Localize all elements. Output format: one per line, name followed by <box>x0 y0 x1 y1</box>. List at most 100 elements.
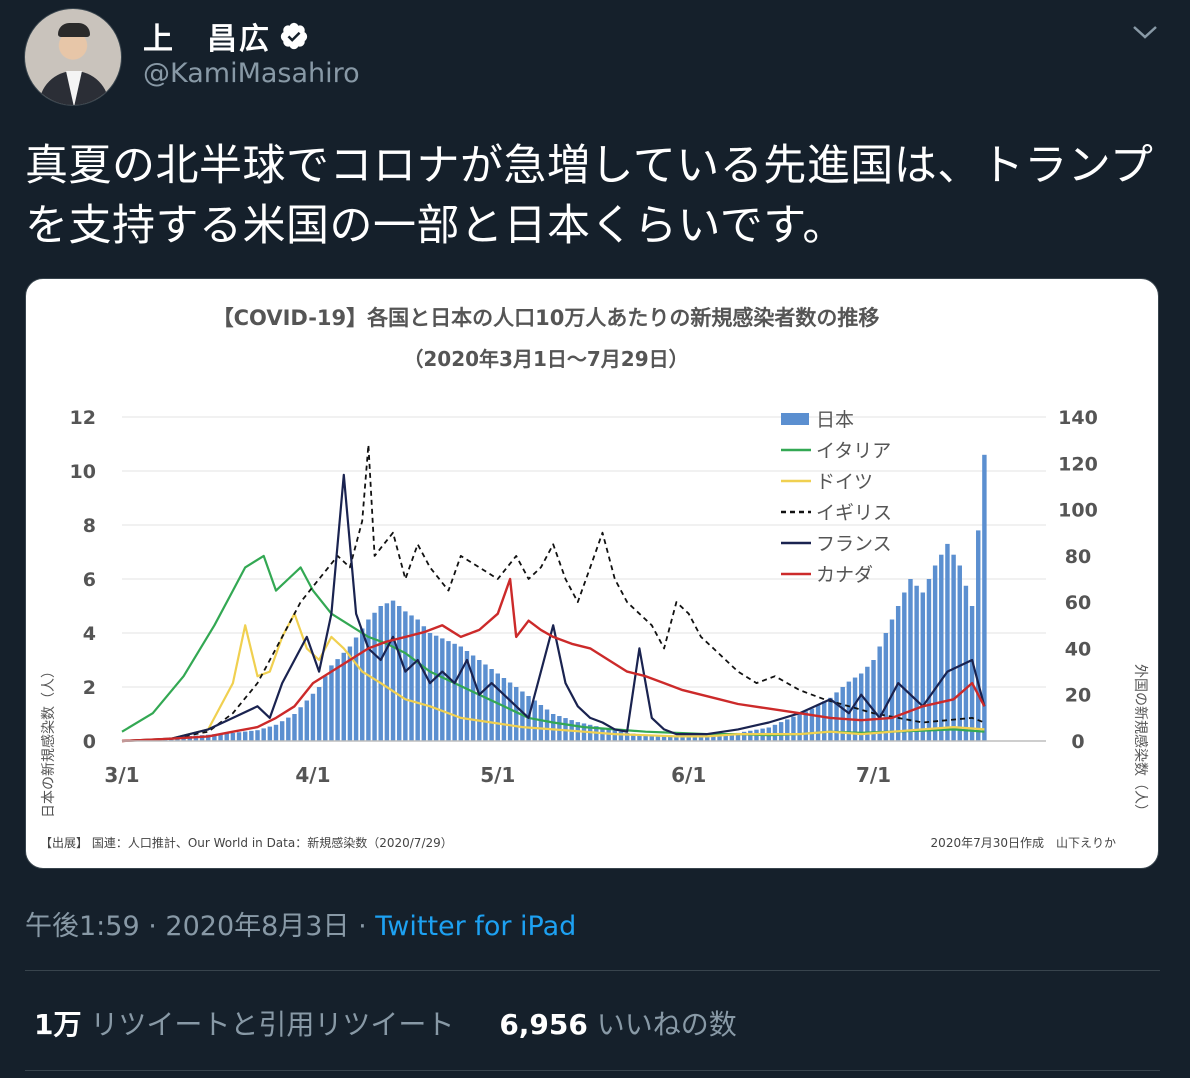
japan-bar <box>372 612 377 741</box>
japan-bar <box>514 687 519 741</box>
y-left-tick-label: 0 <box>83 731 96 753</box>
japan-bar <box>415 619 420 741</box>
japan-bar <box>957 565 962 741</box>
y-left-label: 日本の新規感染数（人） <box>40 664 57 818</box>
avatar-hair <box>58 23 90 37</box>
japan-bar <box>489 669 494 741</box>
canada-line <box>121 577 986 743</box>
japan-bar <box>230 732 236 741</box>
france-line <box>121 473 986 743</box>
author-name[interactable]: 上 昌広 <box>143 22 271 57</box>
japan-bar <box>292 714 297 741</box>
japan-bar <box>507 682 513 741</box>
japan-bar <box>477 660 482 741</box>
japan-bar <box>920 592 926 741</box>
japan-bar <box>544 709 550 741</box>
japan-bar <box>926 579 932 741</box>
japan-bar <box>668 736 673 741</box>
tweet-time[interactable]: 午後1:59 <box>25 911 140 942</box>
japan-bar <box>612 730 618 741</box>
japan-bar <box>698 735 704 741</box>
chart-subtitle: （2020年3月1日～7月29日） <box>403 347 688 371</box>
japan-bar <box>661 736 667 741</box>
japan-bar <box>538 705 544 741</box>
japan-bar <box>914 585 919 741</box>
japan-bar <box>932 565 938 741</box>
japan-bar <box>637 734 642 741</box>
japan-bar <box>674 736 679 741</box>
japan-bar <box>464 651 470 741</box>
retweets-count: 1万 <box>34 1008 82 1041</box>
japan-bar <box>212 734 217 741</box>
japan-bar <box>895 606 901 741</box>
japan-bar <box>446 641 451 741</box>
likes-count: 6,956 <box>499 1008 588 1041</box>
japan-bar <box>323 676 328 741</box>
author-handle[interactable]: @KamiMasahiro <box>143 58 360 89</box>
likes-stat[interactable]: 6,956 いいねの数 <box>499 1008 737 1041</box>
japan-bar <box>785 719 790 741</box>
chevron-down-icon[interactable] <box>1129 20 1161 44</box>
japan-bar <box>206 734 211 741</box>
japan-bar <box>877 646 882 741</box>
japan-bar <box>723 733 728 741</box>
chart-source-note: 【出展】 国連：人口推計、Our World in Data：新規感染数（202… <box>40 835 453 850</box>
japan-bar <box>347 646 353 741</box>
japan-bar <box>495 673 500 741</box>
japan-bar <box>834 692 839 741</box>
chart-image-card[interactable]: 【COVID-19】各国と日本の人口10万人あたりの新規感染者数の推移 （202… <box>25 278 1159 869</box>
meta-separator: · <box>148 911 166 942</box>
japan-bar <box>908 579 913 741</box>
japan-bar <box>828 697 833 741</box>
x-tick-label: 7/1 <box>856 763 891 787</box>
japan-bar <box>249 730 254 741</box>
japan-bar <box>409 615 414 741</box>
japan-bar <box>729 733 735 741</box>
japan-bar <box>778 722 784 741</box>
japan-bar <box>711 735 716 741</box>
japan-bar <box>902 592 907 741</box>
japan-bar <box>341 652 346 741</box>
y-right-label: 外国の新規感染数（人） <box>1132 664 1149 818</box>
meta-separator: · <box>358 911 376 942</box>
japan-bar <box>772 724 778 741</box>
tweet-source-link[interactable]: Twitter for iPad <box>375 911 577 942</box>
y-right-tick-label: 120 <box>1058 453 1098 475</box>
japan-bar <box>680 736 685 741</box>
japan-bar <box>889 619 895 741</box>
japan-bar <box>298 707 303 741</box>
japan-bar <box>643 734 648 741</box>
japan-bar <box>741 731 747 741</box>
retweets-stat[interactable]: 1万 リツイートと引用リツイート <box>34 1008 454 1041</box>
japan-bar <box>366 619 371 741</box>
japan-bar <box>378 606 383 741</box>
japan-bar <box>600 727 605 741</box>
tweet-text: 真夏の北半球でコロナが急増している先進国は、トランプを支持する米国の一部と日本く… <box>25 141 1154 251</box>
japan-bar <box>483 664 488 741</box>
japan-bar <box>803 711 808 741</box>
uk-line <box>121 443 985 742</box>
japan-bar <box>951 554 956 741</box>
japan-bar <box>686 736 691 741</box>
japan-bar <box>618 731 624 741</box>
japan-bar <box>501 678 507 741</box>
japan-bar <box>858 673 864 741</box>
avatar[interactable] <box>24 8 122 106</box>
japan-bar <box>735 732 741 741</box>
tweet-date[interactable]: 2020年8月3日 <box>165 911 350 942</box>
legend-label: フランス <box>816 533 892 555</box>
germany-line <box>121 612 985 743</box>
japan-bar <box>224 733 229 741</box>
y-right-tick-label: 100 <box>1058 500 1098 522</box>
y-left-tick-label: 12 <box>70 407 96 429</box>
divider <box>25 970 1160 971</box>
japan-bar <box>310 693 316 741</box>
japan-bar <box>396 606 402 741</box>
japan-bar <box>433 635 439 741</box>
japan-bar <box>748 730 753 741</box>
legend-label: ドイツ <box>816 471 873 493</box>
y-right-tick-label: 140 <box>1058 407 1098 429</box>
japan-bar <box>606 728 611 741</box>
y-left-tick-label: 6 <box>83 569 96 591</box>
